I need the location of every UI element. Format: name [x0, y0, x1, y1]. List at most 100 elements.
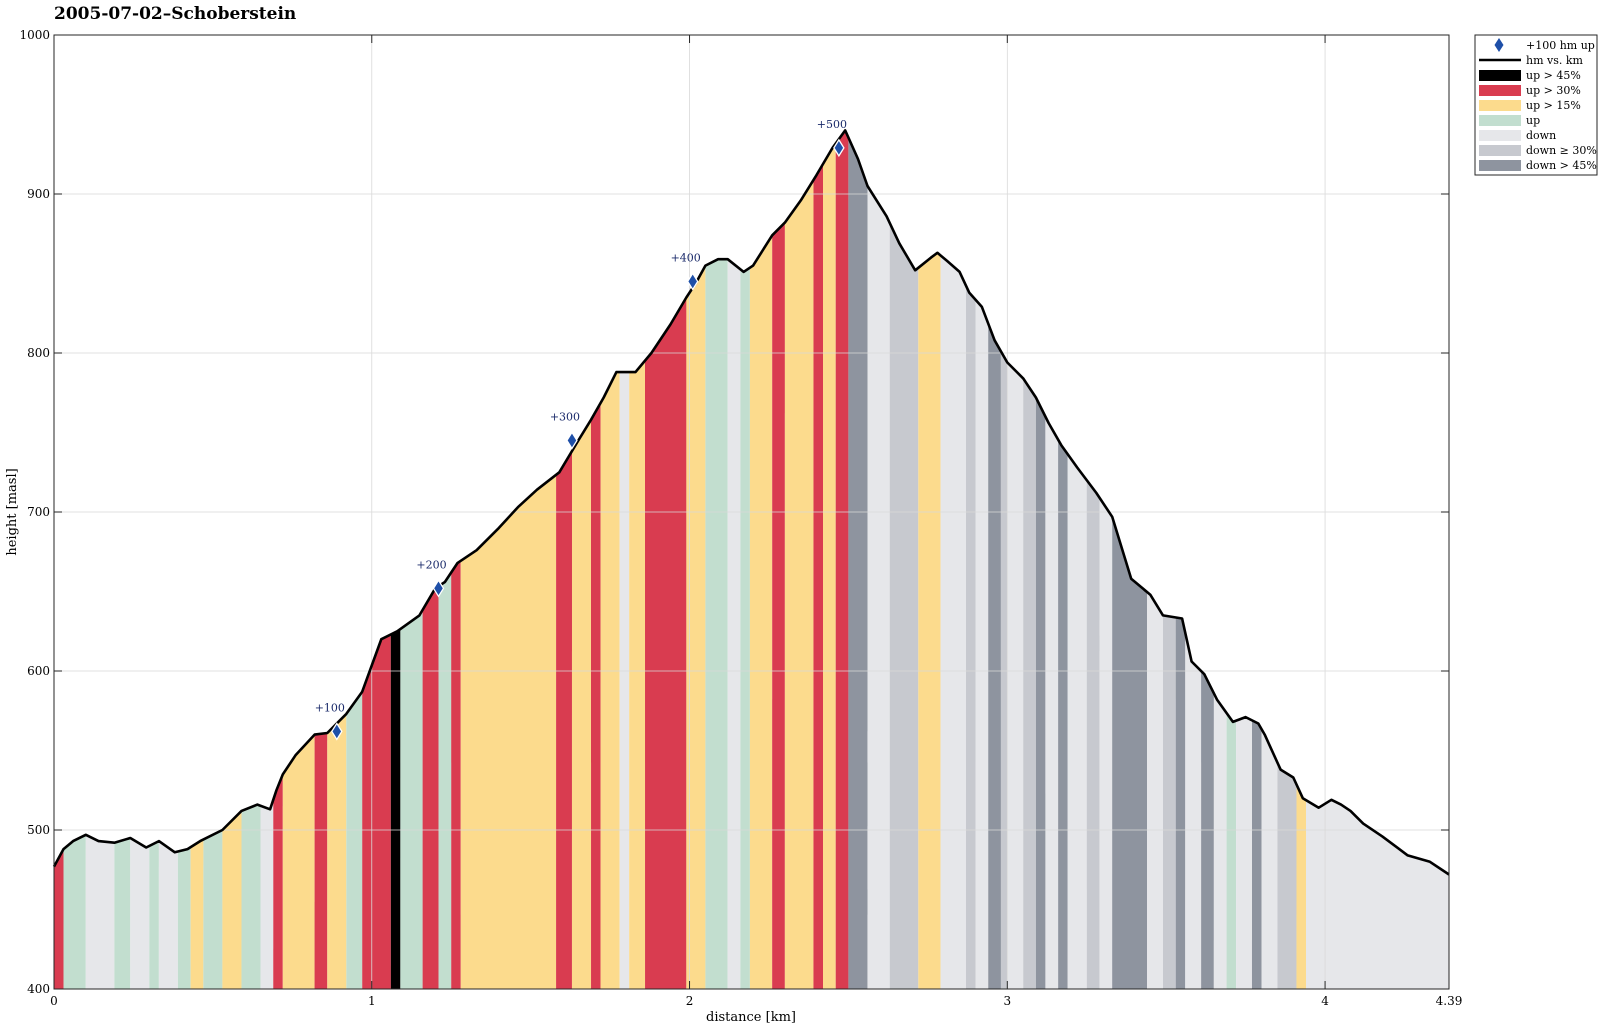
segment-down [260, 799, 274, 989]
segment-up-gt-30pct [54, 849, 64, 989]
segment-up-gt-15pct [749, 235, 773, 990]
segment-up [114, 838, 131, 989]
y-axis-label: height [masl] [5, 468, 20, 555]
x-tick-label: 4.39 [1436, 994, 1463, 1008]
segment-up-gt-30pct [835, 130, 849, 989]
diamond-marker-icon [432, 579, 445, 598]
legend-swatch-up [1479, 115, 1521, 126]
y-tick-label: 400 [27, 982, 50, 996]
segment-up [241, 804, 261, 989]
chart-title: 2005-07-02–Schoberstein [54, 4, 296, 24]
legend-label: up > 15% [1526, 99, 1581, 112]
segment-up-gt-30pct [556, 451, 572, 990]
segment-up-gt-15pct [571, 419, 592, 989]
hm-markers: +100 +200 +300 +400 +500 [315, 118, 847, 741]
segment-down [1147, 592, 1164, 989]
legend-swatch-down-gt-45pct [1479, 160, 1521, 171]
segment-down-gt-45pct [848, 137, 868, 990]
segment-up [177, 847, 191, 989]
segment-up-gt-30pct [645, 297, 687, 989]
slope-segments [54, 130, 1449, 990]
segment-down [1099, 497, 1113, 989]
segment-up-gt-15pct [460, 474, 557, 989]
segment-down-gt-45pct [1035, 397, 1046, 989]
segment-up [438, 572, 452, 989]
x-tick-label: 1 [368, 994, 376, 1008]
segment-up-gt-30pct [451, 560, 461, 989]
legend-swatch-up-gt-30pct [1479, 85, 1521, 96]
legend-label: up [1526, 114, 1540, 127]
segment-up [1226, 713, 1237, 989]
segment-down [85, 834, 115, 989]
segment-up [149, 841, 159, 989]
segment-up-gt-15pct [784, 180, 814, 989]
segment-down [1067, 454, 1087, 990]
marker-label: +200 [416, 558, 446, 571]
marker-label: +300 [550, 410, 580, 423]
segment-down-ge-30pct [1000, 351, 1008, 989]
x-axis-label: distance [km] [706, 1010, 796, 1025]
y-tick-label: 1000 [19, 28, 50, 42]
segment-up-gt-30pct [813, 164, 823, 990]
segment-down-ge-30pct [1163, 615, 1176, 989]
segment-up-gt-15pct [686, 265, 706, 990]
segment-up [63, 834, 86, 989]
segment-up-gt-45pct [390, 629, 401, 989]
axis-ticks: 0 1 2 3 4 4.39 400 500 600 700 800 900 1000 [19, 28, 1462, 1008]
marker-label: +400 [671, 251, 701, 264]
segment-down [619, 372, 630, 990]
x-tick-label: 0 [50, 994, 58, 1008]
segment-down [1306, 799, 1449, 989]
x-tick-label: 2 [686, 994, 694, 1008]
y-tick-label: 800 [27, 346, 50, 360]
marker-label: +100 [315, 701, 345, 714]
y-tick-label: 500 [27, 823, 50, 837]
segment-down [867, 186, 890, 989]
x-tick-label: 4 [1321, 994, 1329, 1008]
segment-up-gt-30pct [422, 586, 439, 989]
segment-up-gt-15pct [327, 713, 347, 989]
segment-down-gt-45pct [1058, 439, 1068, 989]
legend-label: up > 30% [1526, 84, 1581, 97]
legend-swatch-up-gt-45pct [1479, 70, 1521, 81]
segment-down [1185, 632, 1202, 989]
segment-down [1045, 416, 1059, 990]
diamond-marker-icon [566, 431, 578, 450]
legend-label: hm vs. km [1526, 54, 1584, 67]
segment-up [203, 830, 223, 989]
segment-down [130, 838, 150, 989]
segment-up-gt-15pct [282, 734, 315, 989]
segment-up-gt-30pct [273, 774, 283, 989]
segment-up-gt-30pct [314, 733, 328, 989]
segment-up-gt-15pct [222, 810, 242, 989]
segment-up-gt-30pct [772, 222, 785, 990]
legend-diamond-icon [1494, 38, 1504, 52]
segment-down [975, 299, 989, 989]
y-tick-label: 700 [27, 505, 50, 519]
segment-down [1213, 693, 1227, 989]
segment-down [158, 841, 178, 989]
legend-swatch-down-ge-30pct [1479, 145, 1521, 156]
segment-up-gt-15pct [918, 252, 941, 990]
marker-label: +500 [817, 118, 847, 131]
segment-up [400, 609, 423, 989]
segment-down-gt-45pct [1112, 516, 1148, 989]
segment-down [940, 255, 966, 989]
legend-label: down [1526, 129, 1556, 142]
segment-up-gt-15pct [600, 372, 620, 990]
segment-up [740, 267, 750, 989]
segment-down-ge-30pct [1086, 480, 1100, 989]
legend-label: down ≥ 30% [1526, 144, 1597, 157]
segment-down [727, 259, 741, 989]
y-tick-label: 600 [27, 664, 50, 678]
legend-label: up > 45% [1526, 69, 1581, 82]
diamond-marker-icon [833, 138, 845, 158]
segment-up-gt-15pct [822, 143, 836, 989]
segment-up [705, 259, 728, 989]
y-tick-label: 900 [27, 187, 50, 201]
segment-up-gt-30pct [591, 403, 601, 990]
legend-swatch-down [1479, 130, 1521, 141]
segment-down-gt-45pct [1175, 617, 1186, 989]
segment-up-gt-15pct [190, 839, 204, 989]
segment-up-gt-30pct [362, 634, 391, 989]
